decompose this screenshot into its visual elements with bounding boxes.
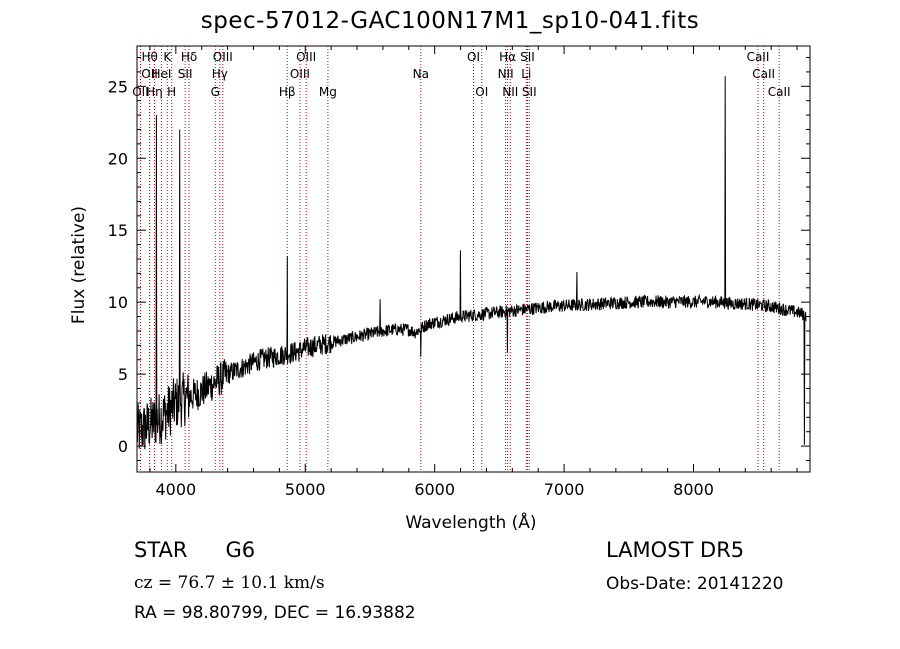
x-tick-label: 5000 xyxy=(285,480,326,499)
x-axis-ticks: 4000 5000 6000 7000 8000 xyxy=(149,46,798,499)
x-tick-label: 7000 xyxy=(544,480,585,499)
y-axis-ticks: 0 5 10 15 20 25 xyxy=(108,57,810,461)
line-marker-label: K xyxy=(163,50,172,64)
line-marker-label: NII xyxy=(502,85,518,99)
line-marker-label: Hα xyxy=(499,50,516,64)
line-marker-label: OI xyxy=(467,50,480,64)
y-tick-label: 10 xyxy=(108,293,128,312)
x-tick-label: 8000 xyxy=(673,480,714,499)
line-marker-label: NII xyxy=(498,67,514,81)
line-marker-label: Hγ xyxy=(212,67,228,81)
line-marker-label: CaII xyxy=(752,67,775,81)
x-tick-label: 4000 xyxy=(155,480,196,499)
line-marker-label: Hθ xyxy=(141,50,157,64)
line-marker-label: SII xyxy=(520,50,535,64)
line-marker-label: SII xyxy=(178,67,193,81)
y-axis-label: Flux (relative) xyxy=(69,206,89,324)
line-marker-label: Na xyxy=(413,67,429,81)
line-marker-label: CaII xyxy=(747,50,770,64)
spectrum-line xyxy=(136,76,807,450)
line-marker-label: OIII xyxy=(213,50,233,64)
line-marker-label: OI xyxy=(475,85,488,99)
line-marker-label: OIII xyxy=(296,50,316,64)
y-tick-label: 15 xyxy=(108,221,128,240)
line-marker-label: Hβ xyxy=(279,85,296,99)
emission-line-markers xyxy=(139,46,780,472)
y-tick-label: 25 xyxy=(108,77,128,96)
line-marker-label: OII xyxy=(132,85,149,99)
redshift-value: cz = 76.7 ± 10.1 km/s xyxy=(134,573,325,593)
y-tick-label: 20 xyxy=(108,149,128,168)
sky-coordinates: RA = 98.80799, DEC = 16.93882 xyxy=(134,603,416,623)
line-marker-label: SII xyxy=(522,85,537,99)
survey-name: LAMOST DR5 xyxy=(606,538,745,562)
chart-title: spec-57012-GAC100N17M1_sp10-041.fits xyxy=(200,8,700,34)
y-tick-label: 5 xyxy=(118,365,128,384)
line-marker-label: H xyxy=(167,85,176,99)
line-marker-label: CaII xyxy=(768,85,791,99)
object-classification: STAR G6 xyxy=(134,538,255,562)
line-marker-label: Li xyxy=(521,67,531,81)
line-marker-label: OII xyxy=(141,67,158,81)
object-subclass: G6 xyxy=(225,538,256,562)
line-marker-label: OIII xyxy=(290,67,310,81)
object-class: STAR xyxy=(134,538,188,562)
observation-date: Obs-Date: 20141220 xyxy=(606,574,784,594)
line-marker-label: G xyxy=(211,85,220,99)
line-marker-label: Hη xyxy=(146,85,163,99)
x-tick-label: 6000 xyxy=(414,480,455,499)
line-marker-label: HeI xyxy=(151,67,171,81)
x-axis-label: Wavelength (Å) xyxy=(405,511,536,533)
y-tick-label: 0 xyxy=(118,437,128,456)
line-marker-label: Mg xyxy=(319,85,337,99)
line-marker-label: Hδ xyxy=(181,50,197,64)
